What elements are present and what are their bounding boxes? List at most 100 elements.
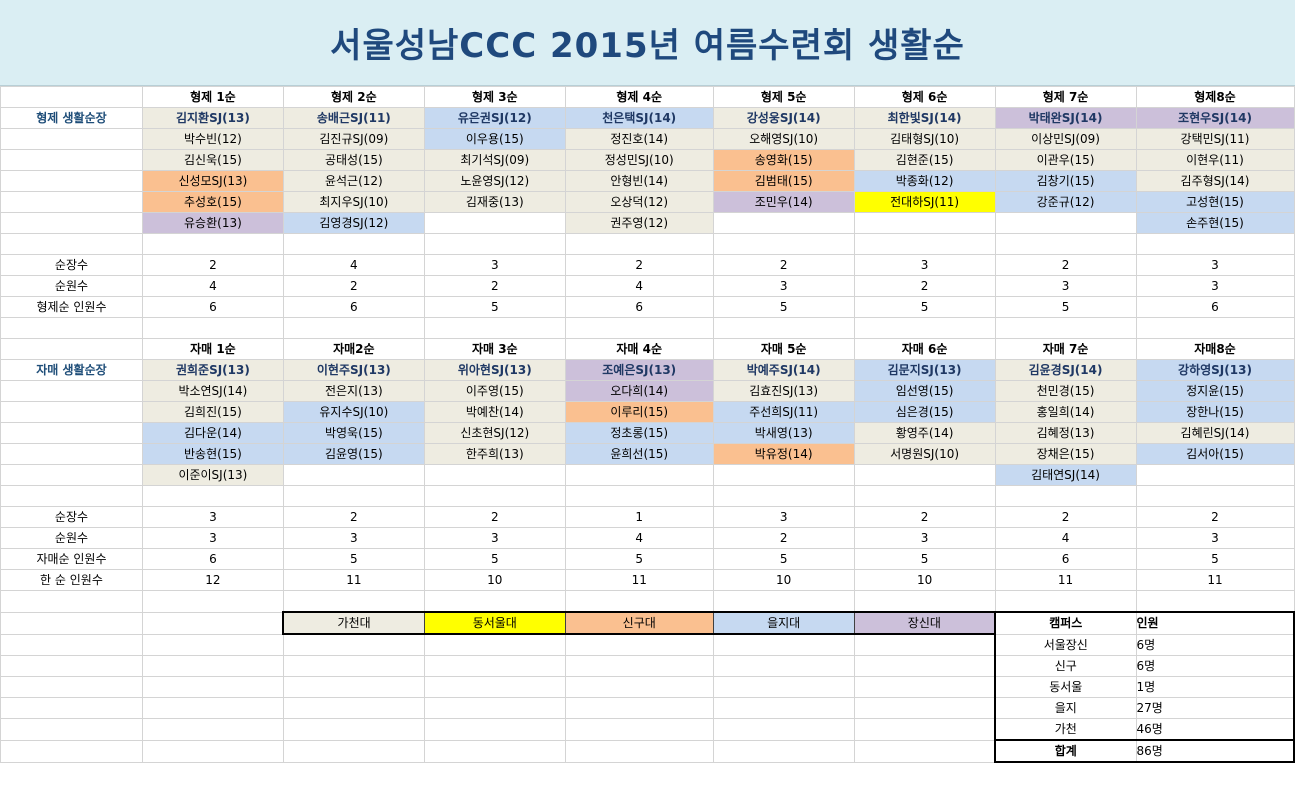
sister-group-header[interactable]: 자매 1순 <box>141 338 284 360</box>
empty-cell[interactable] <box>853 485 996 507</box>
empty-cell[interactable] <box>853 697 996 719</box>
empty-cell[interactable] <box>564 590 714 613</box>
sister-member-cell[interactable]: 홍일희(14) <box>994 401 1137 423</box>
sister-member-cell[interactable]: 심은경(15) <box>853 401 996 423</box>
empty-cell[interactable] <box>712 739 855 763</box>
sister-group-header[interactable]: 자매2순 <box>282 338 425 360</box>
sister-stat-value[interactable]: 11 <box>1135 569 1295 591</box>
sister-member-cell[interactable]: 김다운(14) <box>141 422 284 444</box>
sister-member-cell[interactable]: 천민경(15) <box>994 380 1137 402</box>
empty-cell[interactable] <box>141 633 284 656</box>
empty-cell[interactable] <box>423 317 566 339</box>
brother-stat-value[interactable]: 6 <box>1135 296 1295 318</box>
brother-group-header[interactable]: 형제 1순 <box>141 86 284 108</box>
campus-name[interactable]: 동서울 <box>994 676 1137 698</box>
empty-cell[interactable] <box>994 590 1137 613</box>
brother-member-cell[interactable]: 정성민SJ(10) <box>564 149 714 171</box>
empty-cell[interactable] <box>282 655 425 677</box>
brother-group-header[interactable]: 형제 2순 <box>282 86 425 108</box>
sister-stat-value[interactable]: 3 <box>282 527 425 549</box>
brother-stat-label[interactable]: 순원수 <box>0 275 143 297</box>
empty-cell[interactable] <box>712 633 855 656</box>
brother-member-cell[interactable]: 이현우(11) <box>1135 149 1295 171</box>
brother-member-cell[interactable]: 정진호(14) <box>564 128 714 150</box>
sister-stat-value[interactable]: 1 <box>564 506 714 528</box>
brother-leader-cell[interactable]: 김지환SJ(13) <box>141 107 284 129</box>
empty-cell[interactable] <box>0 170 143 192</box>
sister-group-header[interactable]: 자매8순 <box>1135 338 1295 360</box>
sister-leader-cell[interactable]: 김문지SJ(13) <box>853 359 996 381</box>
sister-leader-cell[interactable]: 박예주SJ(14) <box>712 359 855 381</box>
campus-count[interactable]: 6명 <box>1135 655 1295 677</box>
sister-stat-value[interactable]: 11 <box>994 569 1137 591</box>
campus-count[interactable]: 6명 <box>1135 633 1295 656</box>
empty-cell[interactable] <box>853 739 996 763</box>
sister-stat-value[interactable]: 2 <box>712 527 855 549</box>
empty-cell[interactable] <box>0 718 143 741</box>
sister-member-cell[interactable]: 오다희(14) <box>564 380 714 402</box>
sister-stat-value[interactable]: 5 <box>1135 548 1295 570</box>
empty-cell[interactable] <box>282 676 425 698</box>
empty-cell[interactable] <box>564 317 714 339</box>
brother-member-cell[interactable]: 강택민SJ(11) <box>1135 128 1295 150</box>
sister-member-cell[interactable]: 정초롱(15) <box>564 422 714 444</box>
empty-cell[interactable] <box>423 633 566 656</box>
empty-cell[interactable] <box>141 718 284 741</box>
empty-cell[interactable] <box>712 655 855 677</box>
sister-stat-label[interactable]: 순장수 <box>0 506 143 528</box>
empty-cell[interactable] <box>564 233 714 255</box>
brother-member-cell[interactable]: 최기석SJ(09) <box>423 149 566 171</box>
empty-cell[interactable] <box>0 149 143 171</box>
empty-cell[interactable] <box>141 485 284 507</box>
brother-member-cell[interactable]: 권주영(12) <box>564 212 714 234</box>
count-header[interactable]: 인원 <box>1135 611 1295 635</box>
brother-stat-value[interactable]: 4 <box>141 275 284 297</box>
empty-cell[interactable] <box>141 655 284 677</box>
empty-cell[interactable] <box>0 422 143 444</box>
sister-member-cell[interactable]: 정지윤(15) <box>1135 380 1295 402</box>
brother-member-cell[interactable]: 김현준(15) <box>853 149 996 171</box>
campus-count[interactable]: 27명 <box>1135 697 1295 719</box>
sister-member-cell[interactable]: 김태연SJ(14) <box>994 464 1137 486</box>
sister-stat-value[interactable]: 11 <box>564 569 714 591</box>
campus-name[interactable]: 을지 <box>994 697 1137 719</box>
sister-member-cell[interactable]: 유지수SJ(10) <box>282 401 425 423</box>
brother-group-header[interactable]: 형제 3순 <box>423 86 566 108</box>
empty-cell[interactable] <box>0 633 143 656</box>
brother-member-cell[interactable]: 고성현(15) <box>1135 191 1295 213</box>
legend-swatch[interactable]: 을지대 <box>712 611 855 635</box>
sister-member-cell[interactable]: 장채은(15) <box>994 443 1137 465</box>
sister-stat-value[interactable]: 6 <box>141 548 284 570</box>
brother-member-cell[interactable]: 송영화(15) <box>712 149 855 171</box>
empty-cell[interactable] <box>423 233 566 255</box>
brother-stat-value[interactable]: 2 <box>564 254 714 276</box>
sister-member-cell[interactable]: 김서아(15) <box>1135 443 1295 465</box>
empty-cell[interactable] <box>0 464 143 486</box>
brother-stat-value[interactable]: 2 <box>853 275 996 297</box>
brother-member-cell[interactable]: 오상덕(12) <box>564 191 714 213</box>
brother-member-cell[interactable]: 박수빈(12) <box>141 128 284 150</box>
sister-member-cell[interactable]: 박새영(13) <box>712 422 855 444</box>
sister-member-cell[interactable]: 주선희SJ(11) <box>712 401 855 423</box>
sister-member-cell[interactable]: 이준이SJ(13) <box>141 464 284 486</box>
sister-stat-value[interactable]: 5 <box>853 548 996 570</box>
sister-stat-value[interactable]: 5 <box>564 548 714 570</box>
empty-cell[interactable] <box>712 317 855 339</box>
sister-member-cell[interactable] <box>282 464 425 486</box>
empty-cell[interactable] <box>423 676 566 698</box>
sister-member-cell[interactable] <box>853 464 996 486</box>
empty-cell[interactable] <box>853 633 996 656</box>
sister-stat-value[interactable]: 3 <box>423 527 566 549</box>
brother-stat-value[interactable]: 3 <box>712 275 855 297</box>
sister-member-cell[interactable] <box>423 464 566 486</box>
brother-leader-label[interactable]: 형제 생활순장 <box>0 107 143 129</box>
empty-cell[interactable] <box>564 697 714 719</box>
brother-member-cell[interactable]: 김진규SJ(09) <box>282 128 425 150</box>
total-label[interactable]: 합계 <box>994 739 1137 763</box>
brother-stat-value[interactable]: 5 <box>423 296 566 318</box>
sister-member-cell[interactable]: 김희진(15) <box>141 401 284 423</box>
brother-stat-value[interactable]: 6 <box>141 296 284 318</box>
empty-cell[interactable] <box>282 590 425 613</box>
sister-member-cell[interactable]: 한주희(13) <box>423 443 566 465</box>
brother-member-cell[interactable]: 이우용(15) <box>423 128 566 150</box>
